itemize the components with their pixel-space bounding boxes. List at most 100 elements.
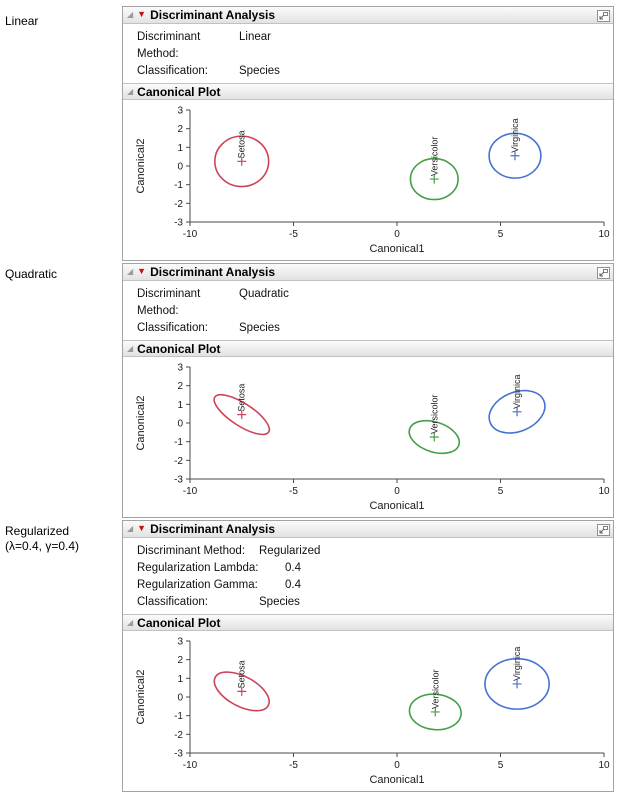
svg-text:-1: -1 — [174, 711, 183, 722]
method-label-linear: Linear — [5, 14, 119, 29]
info-value: Quadratic — [239, 288, 289, 300]
svg-text:10: 10 — [598, 486, 610, 497]
svg-text:Canonical1: Canonical1 — [369, 243, 424, 255]
panel-header: ◢ ▼ Discriminant Analysis — [123, 521, 613, 538]
svg-text:Setosa: Setosa — [237, 660, 247, 688]
info-value: Species — [239, 65, 280, 77]
svg-text:-10: -10 — [183, 760, 198, 771]
info-label: Regularization Gamma: — [137, 579, 258, 591]
info-block: Discriminant Method: Regularized Regular… — [123, 538, 613, 614]
svg-text:-2: -2 — [174, 730, 183, 741]
red-triangle-menu-icon[interactable]: ▼ — [137, 266, 147, 276]
svg-text:3: 3 — [177, 363, 183, 374]
svg-text:5: 5 — [498, 760, 504, 771]
panel-title: Discriminant Analysis — [150, 265, 276, 279]
info-row: Classification: Species — [137, 594, 613, 611]
svg-text:-2: -2 — [174, 199, 183, 210]
method-label-quadratic: Quadratic — [5, 267, 119, 282]
svg-text:Versicolor: Versicolor — [429, 394, 439, 434]
svg-text:2: 2 — [177, 381, 183, 392]
info-label: Discriminant Method: — [137, 545, 246, 557]
info-value: Species — [239, 322, 280, 334]
canonical-plot-header: ◢ Canonical Plot — [123, 614, 613, 631]
discriminant-analysis-panel: ◢ ▼ Discriminant Analysis Discriminant M… — [122, 263, 614, 518]
svg-text:0: 0 — [177, 162, 183, 173]
svg-text:Setosa: Setosa — [237, 384, 247, 412]
info-row: Regularization Gamma: 0.4 — [137, 577, 613, 594]
info-label: Classification: — [137, 596, 208, 608]
method-label-regularized: Regularized (λ=0.4, γ=0.4) — [5, 524, 119, 554]
journal-window-icon[interactable] — [597, 9, 610, 27]
svg-text:Canonical1: Canonical1 — [369, 500, 424, 512]
disclosure-triangle-icon[interactable]: ◢ — [127, 343, 134, 353]
info-label: Discriminant Method: — [137, 31, 201, 60]
info-row: Discriminant Method: Linear — [137, 29, 613, 63]
canonical-plot-header: ◢ Canonical Plot — [123, 83, 613, 100]
info-block: Discriminant Method: Quadratic Classific… — [123, 281, 613, 340]
svg-text:1: 1 — [177, 400, 183, 411]
svg-text:Virginica: Virginica — [512, 647, 522, 681]
svg-text:-10: -10 — [183, 229, 198, 240]
canonical-plot-title: Canonical Plot — [137, 84, 221, 99]
svg-text:-2: -2 — [174, 456, 183, 467]
panel-header: ◢ ▼ Discriminant Analysis — [123, 264, 613, 281]
svg-text:10: 10 — [598, 760, 610, 771]
svg-text:Canonical2: Canonical2 — [135, 669, 147, 724]
svg-text:0: 0 — [394, 760, 400, 771]
svg-text:-3: -3 — [174, 218, 183, 229]
journal-window-icon[interactable] — [597, 266, 610, 284]
info-block: Discriminant Method: Linear Classificati… — [123, 24, 613, 83]
svg-text:0: 0 — [177, 693, 183, 704]
svg-text:1: 1 — [177, 143, 183, 154]
method-label-line1: Linear — [5, 14, 39, 28]
svg-text:Canonical2: Canonical2 — [135, 395, 147, 450]
svg-text:Virginica: Virginica — [512, 374, 522, 408]
svg-text:-5: -5 — [289, 760, 298, 771]
report-section-linear: ◢ ▼ Discriminant Analysis Discriminant M… — [122, 6, 614, 261]
info-label: Discriminant Method: — [137, 288, 201, 317]
report-section-regularized: ◢ ▼ Discriminant Analysis Discriminant M… — [122, 520, 614, 792]
svg-text:2: 2 — [177, 124, 183, 135]
svg-text:-1: -1 — [174, 180, 183, 191]
panel-title: Discriminant Analysis — [150, 522, 276, 536]
canonical-plot[interactable]: -10 -5 0 5 10 -3 -2 -1 0 1 2 3 Canonical1 Canonical2 S… — [123, 631, 613, 791]
svg-text:3: 3 — [177, 106, 183, 117]
info-value: Linear — [239, 31, 271, 43]
svg-text:Canonical2: Canonical2 — [135, 138, 147, 193]
info-value: 0.4 — [285, 562, 301, 574]
info-value: 0.4 — [285, 579, 301, 591]
svg-text:5: 5 — [498, 229, 504, 240]
report-section-quadratic: ◢ ▼ Discriminant Analysis Discriminant M… — [122, 263, 614, 518]
method-label-line1: Regularized — [5, 524, 70, 538]
disclosure-triangle-icon[interactable]: ◢ — [127, 267, 134, 276]
canonical-plot-title: Canonical Plot — [137, 615, 221, 630]
svg-text:-1: -1 — [174, 437, 183, 448]
svg-text:0: 0 — [394, 486, 400, 497]
canonical-plot[interactable]: -10 -5 0 5 10 -3 -2 -1 0 1 2 3 Canonical1 Canonical2 S… — [123, 100, 613, 260]
disclosure-triangle-icon[interactable]: ◢ — [127, 86, 134, 96]
red-triangle-menu-icon[interactable]: ▼ — [137, 523, 147, 533]
canonical-plot-title: Canonical Plot — [137, 341, 221, 356]
disclosure-triangle-icon[interactable]: ◢ — [127, 617, 134, 627]
info-row: Regularization Lambda: 0.4 — [137, 560, 613, 577]
svg-text:5: 5 — [498, 486, 504, 497]
svg-text:Virginica: Virginica — [510, 118, 520, 152]
disclosure-triangle-icon[interactable]: ◢ — [127, 10, 134, 19]
svg-text:0: 0 — [394, 229, 400, 240]
canonical-plot[interactable]: -10 -5 0 5 10 -3 -2 -1 0 1 2 3 Canonical1 Canonical2 S… — [123, 357, 613, 517]
svg-text:Versicolor: Versicolor — [429, 137, 439, 177]
svg-text:0: 0 — [177, 419, 183, 430]
svg-text:-5: -5 — [289, 486, 298, 497]
svg-text:-5: -5 — [289, 229, 298, 240]
info-row: Classification: Species — [137, 63, 613, 80]
svg-text:-3: -3 — [174, 475, 183, 486]
panel-header: ◢ ▼ Discriminant Analysis — [123, 7, 613, 24]
panel-title: Discriminant Analysis — [150, 8, 276, 22]
red-triangle-menu-icon[interactable]: ▼ — [137, 9, 147, 19]
disclosure-triangle-icon[interactable]: ◢ — [127, 524, 134, 533]
journal-window-icon[interactable] — [597, 523, 610, 541]
info-label: Classification: — [137, 65, 208, 77]
svg-text:-3: -3 — [174, 749, 183, 760]
